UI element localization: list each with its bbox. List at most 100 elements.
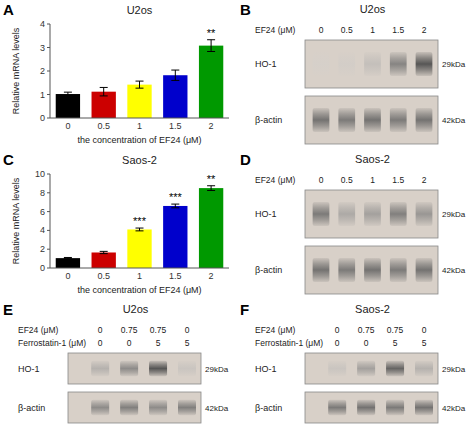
- size-label: 42kDa: [442, 404, 466, 413]
- bar: [163, 75, 187, 118]
- size-label: 29kDa: [442, 60, 466, 69]
- y-tick-label: 0: [40, 113, 45, 123]
- row-label: β-actin: [255, 403, 282, 413]
- x-tick-label: 2: [209, 121, 214, 131]
- y-tick-label: 2: [40, 66, 45, 76]
- panel-label: A: [3, 1, 14, 18]
- lane-header: Ferrostatin-1 (μM): [18, 338, 86, 348]
- lane-label: 1: [370, 175, 375, 185]
- error-bar: [171, 204, 179, 208]
- band: [149, 361, 167, 377]
- lane-label: 2: [422, 25, 427, 35]
- chart-title: Saos-2: [355, 303, 390, 315]
- band: [386, 400, 404, 416]
- band: [416, 258, 433, 282]
- bar: [56, 94, 80, 118]
- y-tick-label: 2: [40, 244, 45, 254]
- lane-label: 5: [185, 338, 190, 348]
- lane-label: 1.5: [392, 175, 404, 185]
- y-tick-label: 0: [40, 263, 45, 273]
- y-tick-label: 4: [40, 19, 45, 29]
- blot-membrane: [305, 392, 438, 423]
- size-label: 42kDa: [442, 116, 466, 125]
- blot-membrane: [305, 246, 438, 294]
- band: [364, 108, 381, 132]
- size-label: 29kDa: [205, 365, 229, 374]
- band: [313, 52, 330, 76]
- size-label: 29kDa: [442, 365, 466, 374]
- size-label: 42kDa: [442, 266, 466, 275]
- x-axis: [50, 118, 229, 119]
- band: [338, 108, 355, 132]
- y-axis-label: Relative mRNA levels: [11, 177, 21, 264]
- blot-membrane: [305, 190, 438, 238]
- plot-area: [56, 40, 224, 118]
- bar-panel: AU2os0123400.511.52the concentration of …: [3, 1, 229, 145]
- bar-panel: CSaos-2024681000.511.52the concentration…: [3, 151, 229, 295]
- lane-header: Ferrostatin-1 (μM): [255, 338, 323, 348]
- size-label: 42kDa: [205, 404, 229, 413]
- chart-title: Saos-2: [122, 154, 157, 166]
- x-tick-label: 0.5: [97, 121, 110, 131]
- error-bar: [171, 70, 179, 80]
- significance-label: ***: [133, 215, 147, 227]
- lane-label: 0.5: [341, 175, 353, 185]
- bar: [127, 229, 151, 268]
- x-tick-label: 1: [137, 271, 142, 281]
- blot-membrane: [305, 40, 438, 88]
- band: [390, 108, 407, 132]
- band: [328, 400, 346, 416]
- lane-label: 2: [422, 175, 427, 185]
- band: [120, 361, 138, 377]
- band: [91, 400, 109, 416]
- band: [338, 202, 355, 226]
- lane-label: 1: [370, 25, 375, 35]
- x-tick-label: 0: [65, 271, 70, 281]
- lane-header: EF24 (μM): [18, 325, 58, 335]
- lane-label: 0.75: [121, 325, 138, 335]
- error-bar: [64, 257, 72, 258]
- chart-title: U2os: [127, 4, 153, 16]
- row-label: β-actin: [255, 265, 282, 275]
- y-axis: [50, 24, 51, 118]
- lane-label: 0: [319, 25, 324, 35]
- lane-label: 5: [393, 338, 398, 348]
- lane-label: 5: [156, 338, 161, 348]
- significance-label: **: [207, 173, 216, 185]
- plot-area: [56, 186, 224, 268]
- blot-membrane: [305, 353, 438, 384]
- band: [416, 202, 433, 226]
- error-bar: [136, 81, 144, 88]
- blot-membrane: [68, 392, 201, 423]
- lane-label: 0: [335, 325, 340, 335]
- blot-panel: FSaos-2EF24 (μM)Ferrostatin-1 (μM)00.750…: [240, 301, 466, 423]
- x-tick-label: 1: [137, 121, 142, 131]
- bar: [92, 252, 116, 268]
- panel-label: F: [240, 301, 249, 318]
- band: [328, 361, 346, 377]
- band: [364, 202, 381, 226]
- row-label: β-actin: [18, 403, 45, 413]
- lane-label: 0: [98, 325, 103, 335]
- lane-header: EF24 (μM): [255, 25, 295, 35]
- bar: [163, 206, 187, 268]
- y-axis-label: Relative mRNA levels: [11, 27, 21, 114]
- error-bar: [64, 92, 72, 96]
- panel-label: D: [240, 151, 251, 168]
- y-tick-label: 4: [40, 225, 45, 235]
- lane-header: EF24 (μM): [255, 175, 295, 185]
- bar: [56, 258, 80, 268]
- blot-panel: BU2osEF24 (μM)00.511.52HO-129kDaβ-actin4…: [240, 1, 466, 144]
- lane-label: 0.75: [387, 325, 404, 335]
- chart-title: Saos-2: [355, 153, 390, 165]
- band: [178, 400, 196, 416]
- lane-label: 0: [98, 338, 103, 348]
- band: [178, 361, 196, 377]
- y-tick-label: 1: [40, 90, 45, 100]
- x-tick-label: 2: [209, 271, 214, 281]
- x-axis-label: the concentration of EF24 (μM): [77, 135, 201, 145]
- row-label: β-actin: [255, 115, 282, 125]
- band: [120, 400, 138, 416]
- error-bar: [136, 228, 144, 231]
- lane-label: 0.75: [150, 325, 167, 335]
